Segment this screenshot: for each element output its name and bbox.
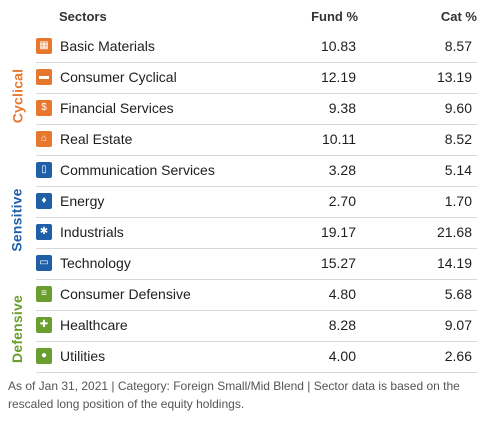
- category-value: 8.57: [444, 38, 472, 54]
- sector-name: Healthcare: [60, 317, 128, 333]
- sector-name: Real Estate: [60, 131, 133, 147]
- footnote-line-2: rescaled long position of the equity hol…: [8, 397, 245, 411]
- category-value: 9.60: [444, 100, 472, 116]
- factory-icon: ▦: [36, 38, 52, 54]
- fund-value: 12.19: [320, 69, 356, 85]
- table-row: ✱ Industrials 19.17 21.68: [36, 217, 477, 249]
- sector-name: Industrials: [60, 224, 124, 240]
- category-percent-header: Cat %: [440, 9, 477, 24]
- sector-name: Technology: [60, 255, 131, 271]
- category-value: 5.14: [444, 162, 472, 178]
- cart-icon: ≡: [36, 286, 52, 302]
- fund-value: 4.80: [328, 286, 356, 302]
- fund-value: 10.83: [320, 38, 356, 54]
- group-label-cyclical: Cyclical: [9, 68, 25, 124]
- fund-value: 15.27: [320, 255, 356, 271]
- fund-value: 2.70: [328, 193, 356, 209]
- sector-name: Utilities: [60, 348, 106, 364]
- sector-name: Communication Services: [60, 162, 215, 178]
- bulb-icon: ●: [36, 348, 52, 364]
- table-row: ✚ Healthcare 8.28 9.07: [36, 310, 477, 342]
- category-value: 5.68: [444, 286, 472, 302]
- fund-value: 9.38: [328, 100, 356, 116]
- category-value: 2.66: [444, 348, 472, 364]
- sectors-header: Sectors: [59, 9, 107, 24]
- sector-name: Basic Materials: [60, 38, 155, 54]
- sector-name: Energy: [60, 193, 105, 209]
- fund-value: 10.11: [322, 131, 356, 147]
- gear-icon: ✱: [36, 224, 52, 240]
- money-icon: $: [36, 100, 52, 116]
- car-icon: ▬: [36, 69, 52, 85]
- table-row: ▯ Communication Services 3.28 5.14: [36, 155, 477, 187]
- sector-name: Financial Services: [60, 100, 174, 116]
- fund-percent-header: Fund %: [311, 9, 358, 24]
- category-value: 8.52: [444, 131, 472, 147]
- phone-icon: ▯: [36, 162, 52, 178]
- group-label-defensive: Defensive: [9, 294, 26, 363]
- table-row: ⌂ Real Estate 10.11 8.52: [36, 124, 477, 156]
- fund-value: 3.28: [328, 162, 356, 178]
- table-row: ≡ Consumer Defensive 4.80 5.68: [36, 279, 477, 311]
- table-row: ♦ Energy 2.70 1.70: [36, 186, 477, 218]
- group-label-sensitive: Sensitive: [9, 188, 25, 252]
- sector-name: Consumer Cyclical: [60, 69, 177, 85]
- computer-icon: ▭: [36, 255, 52, 271]
- table-header: Sectors Fund % Cat %: [0, 9, 485, 29]
- flame-icon: ♦: [36, 193, 52, 209]
- fund-value: 19.17: [320, 224, 356, 240]
- category-value: 21.68: [436, 224, 472, 240]
- fund-value: 8.28: [328, 317, 356, 333]
- table-row: ▭ Technology 15.27 14.19: [36, 248, 477, 280]
- sector-name: Consumer Defensive: [60, 286, 191, 302]
- table-row: ● Utilities 4.00 2.66: [36, 341, 477, 373]
- house-icon: ⌂: [36, 131, 52, 147]
- category-value: 1.70: [444, 193, 472, 209]
- footnote: As of Jan 31, 2021 | Category: Foreign S…: [8, 377, 478, 413]
- table-row: $ Financial Services 9.38 9.60: [36, 93, 477, 125]
- table-row: ▬ Consumer Cyclical 12.19 13.19: [36, 62, 477, 94]
- category-value: 14.19: [436, 255, 472, 271]
- cross-icon: ✚: [36, 317, 52, 333]
- table-row: ▦ Basic Materials 10.83 8.57: [36, 31, 477, 63]
- category-value: 9.07: [444, 317, 472, 333]
- footnote-line-1: As of Jan 31, 2021 | Category: Foreign S…: [8, 379, 460, 393]
- category-value: 13.19: [436, 69, 472, 85]
- fund-value: 4.00: [328, 348, 356, 364]
